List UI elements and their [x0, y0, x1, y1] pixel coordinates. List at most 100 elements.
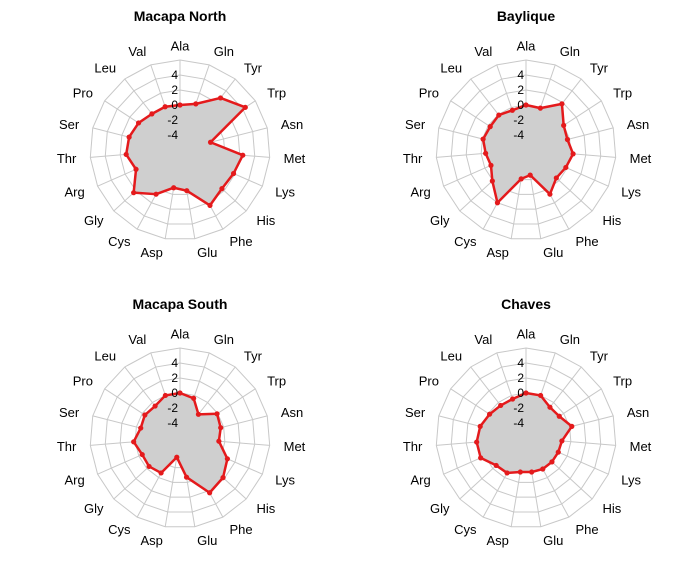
tick-label: -4 [513, 128, 524, 142]
category-label-phe: Phe [230, 522, 253, 537]
tick-label: 2 [517, 83, 524, 97]
tick-label: 2 [517, 371, 524, 385]
category-label-ser: Ser [59, 117, 80, 132]
category-label-leu: Leu [440, 60, 462, 75]
category-label-thr: Thr [403, 151, 423, 166]
data-point-gln [538, 392, 544, 399]
category-label-phe: Phe [576, 234, 599, 249]
category-label-ala: Ala [517, 39, 537, 54]
category-label-ala: Ala [171, 39, 191, 54]
data-point-ala [177, 102, 183, 108]
data-point-his [553, 175, 559, 181]
data-point-thr [131, 439, 137, 445]
category-label-arg: Arg [411, 184, 431, 199]
category-label-asn: Asn [281, 405, 303, 420]
category-label-cys: Cys [108, 234, 131, 249]
tick-label: 4 [517, 68, 524, 82]
category-label-val: Val [474, 44, 492, 59]
category-label-cys: Cys [108, 522, 131, 537]
tick-label: -2 [167, 401, 178, 415]
data-point-ser [480, 136, 486, 142]
tick-label: -4 [513, 416, 524, 430]
panel-title: Macapa North [134, 8, 227, 24]
tick-label: 2 [171, 371, 178, 385]
data-point-glu [183, 474, 190, 480]
data-point-met [570, 151, 576, 157]
panel-title: Chaves [501, 296, 551, 312]
data-point-gly [489, 178, 495, 184]
data-point-trp [242, 104, 248, 110]
category-label-ser: Ser [405, 405, 426, 420]
data-point-gly [493, 462, 499, 469]
category-label-glu: Glu [197, 533, 217, 548]
grid-ring [435, 347, 617, 528]
tick-label: 0 [171, 386, 178, 400]
data-point-asp [171, 185, 177, 191]
category-label-ala: Ala [517, 327, 537, 342]
tick-label: 2 [171, 83, 178, 97]
category-label-tyr: Tyr [244, 60, 263, 75]
panel-title: Macapa South [133, 296, 228, 312]
category-label-pro: Pro [73, 374, 93, 389]
data-point-met [240, 152, 246, 158]
data-point-his [549, 459, 555, 465]
data-point-pro [135, 120, 142, 126]
data-point-asp [518, 176, 524, 182]
data-point-thr [474, 439, 480, 445]
data-point-glu [184, 188, 190, 194]
category-label-glu: Glu [197, 245, 217, 260]
grid-ring [104, 362, 256, 513]
category-label-gly: Gly [84, 501, 104, 516]
category-label-asp: Asp [486, 245, 508, 260]
category-label-gly: Gly [430, 213, 450, 228]
category-label-glu: Glu [543, 245, 563, 260]
category-label-lys: Lys [621, 472, 641, 487]
category-label-asn: Asn [281, 117, 303, 132]
data-point-ser [477, 423, 483, 429]
category-label-trp: Trp [613, 86, 632, 101]
radar-panel-baylique: Baylique 420-2-4 Ala Gln Tyr Trp Asn Met Lys His P… [403, 8, 652, 260]
data-point-trp [561, 122, 567, 128]
category-label-cys: Cys [454, 234, 477, 249]
data-point-val [162, 104, 168, 110]
data-point-leu [152, 403, 158, 409]
category-label-tyr: Tyr [590, 348, 609, 363]
data-point-lys [563, 164, 569, 171]
data-point-thr [483, 150, 489, 156]
grid-ring [450, 74, 602, 225]
category-label-asp: Asp [486, 533, 508, 548]
data-point-gln [193, 101, 199, 107]
tick-label: 0 [517, 98, 524, 112]
category-label-thr: Thr [57, 439, 77, 454]
category-label-pro: Pro [73, 86, 93, 101]
data-point-phe [207, 490, 213, 496]
data-point-phe [207, 202, 213, 209]
radar-panel-chaves: Chaves 420-2-4 Ala Gln Tyr Trp Asn Met Lys His Phe… [403, 296, 652, 548]
data-point-gln [191, 395, 197, 401]
category-label-asp: Asp [140, 245, 162, 260]
tick-label: -4 [167, 128, 178, 142]
data-point-his [219, 186, 225, 192]
category-label-phe: Phe [576, 522, 599, 537]
data-point-pro [486, 411, 493, 417]
data-point-pro [487, 124, 493, 130]
category-label-trp: Trp [613, 374, 632, 389]
category-label-gly: Gly [84, 213, 104, 228]
data-point-his [220, 475, 226, 481]
data-point-asn [218, 425, 224, 431]
data-point-thr [123, 151, 129, 158]
category-label-gln: Gln [560, 332, 580, 347]
data-point-ala [523, 102, 529, 108]
data-point-leu [149, 111, 155, 117]
category-label-his: His [603, 213, 622, 228]
category-label-gln: Gln [214, 332, 234, 347]
category-label-gln: Gln [560, 44, 580, 59]
category-label-leu: Leu [94, 60, 116, 75]
data-point-asn [564, 136, 571, 143]
data-point-asp [517, 469, 523, 475]
category-label-his: His [257, 213, 276, 228]
radar-panel-macapa-south: Macapa South 420-2-4 Ala Gln Tyr Trp Asn Met Lys… [57, 296, 306, 548]
data-point-ser [126, 134, 132, 140]
data-point-leu [498, 402, 504, 409]
data-point-tyr [195, 411, 202, 417]
